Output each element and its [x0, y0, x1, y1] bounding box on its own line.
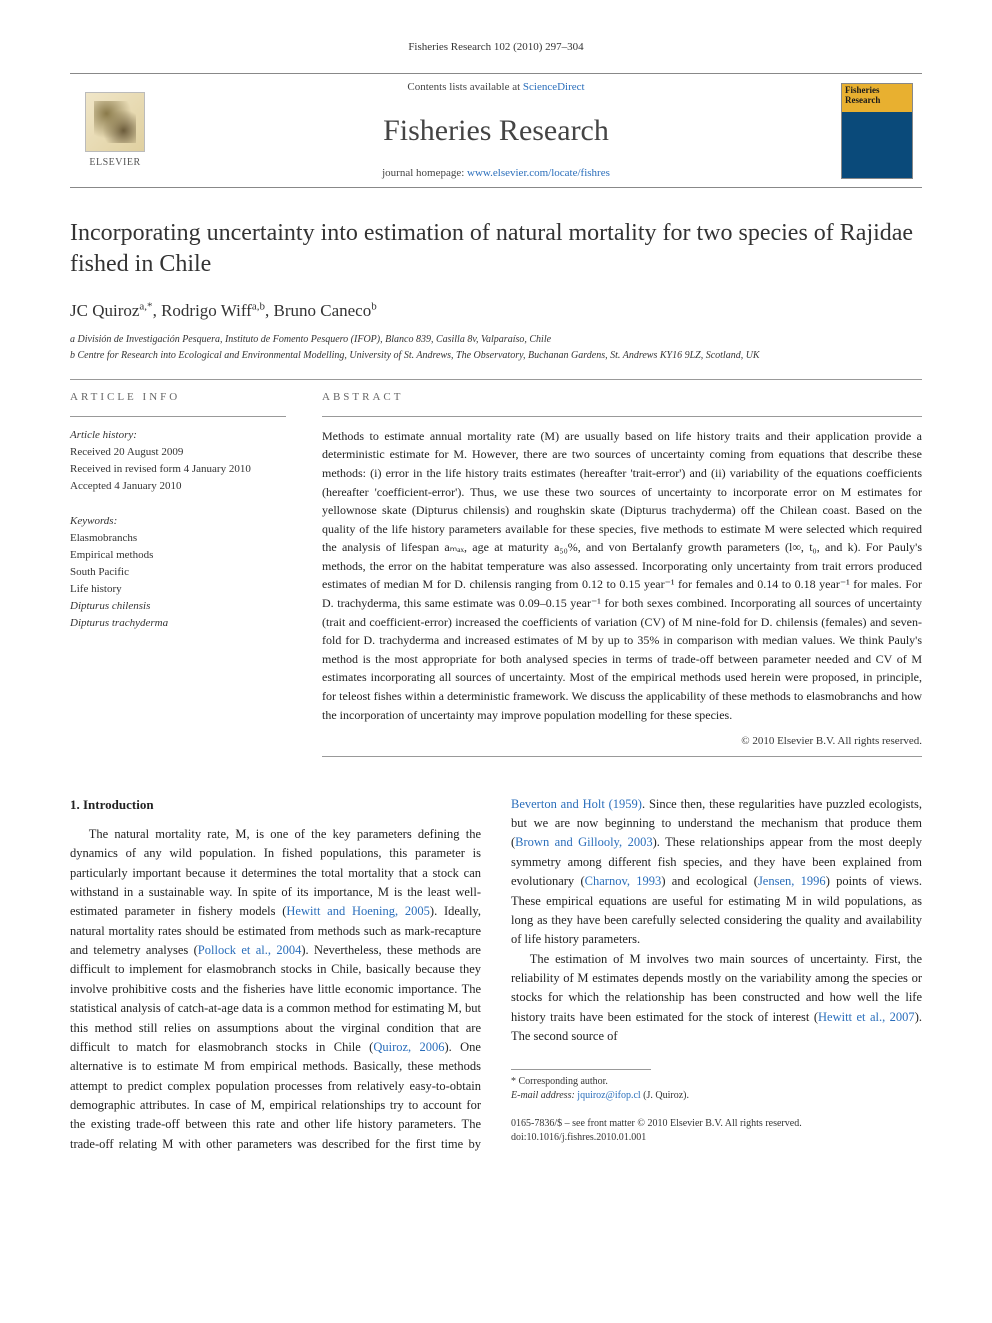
- rule-top: [70, 379, 922, 380]
- doi-line: doi:10.1016/j.fishres.2010.01.001: [511, 1131, 922, 1145]
- keyword: South Pacific: [70, 564, 286, 581]
- keywords-label: Keywords:: [70, 513, 286, 530]
- intro-heading: 1. Introduction: [70, 795, 481, 815]
- email-tail: (J. Quiroz).: [641, 1090, 689, 1101]
- affiliations: a División de Investigación Pesquera, In…: [70, 332, 922, 363]
- history-revised: Received in revised form 4 January 2010: [70, 461, 286, 478]
- history-label: Article history:: [70, 427, 286, 444]
- corresponding-author: * Corresponding author.: [511, 1075, 922, 1089]
- article-info-col: ARTICLE INFO Article history: Received 2…: [70, 390, 286, 766]
- cover-block: [832, 83, 922, 179]
- publisher-name: ELSEVIER: [89, 156, 140, 170]
- author-2: , Rodrigo Wiff: [153, 301, 252, 320]
- affil-a: a División de Investigación Pesquera, In…: [70, 332, 922, 347]
- cite-link[interactable]: Hewitt and Hoening, 2005: [286, 904, 430, 918]
- running-head: Fisheries Research 102 (2010) 297–304: [70, 40, 922, 55]
- keyword: Elasmobranchs: [70, 530, 286, 547]
- cite-link[interactable]: Charnov, 1993: [585, 874, 662, 888]
- article-info-head: ARTICLE INFO: [70, 390, 286, 405]
- history-block: Article history: Received 20 August 2009…: [70, 427, 286, 495]
- author-1-sup: a,*: [139, 300, 152, 312]
- keyword: Dipturus trachyderma: [70, 615, 286, 632]
- email-line: E-mail address: jquiroz@ifop.cl (J. Quir…: [511, 1089, 922, 1103]
- issn-line: 0165-7836/$ – see front matter © 2010 El…: [511, 1117, 922, 1131]
- rule-abs-bottom: [322, 756, 922, 757]
- sciencedirect-link[interactable]: ScienceDirect: [523, 81, 585, 93]
- author-1: JC Quiroz: [70, 301, 139, 320]
- t: ). Nevertheless, these methods are diffi…: [70, 943, 481, 1054]
- footnotes: * Corresponding author. E-mail address: …: [511, 1075, 922, 1103]
- email-link[interactable]: jquiroz@ifop.cl: [577, 1090, 640, 1101]
- keyword: Dipturus chilensis: [70, 598, 286, 615]
- abstract-text: Methods to estimate annual mortality rat…: [322, 427, 922, 725]
- author-line: JC Quiroza,*, Rodrigo Wiffa,b, Bruno Can…: [70, 299, 922, 323]
- email-label: E-mail address:: [511, 1090, 577, 1101]
- intro-para-2: The estimation of M involves two main so…: [511, 950, 922, 1047]
- journal-name: Fisheries Research: [160, 110, 832, 152]
- author-2-sup: a,b: [252, 300, 265, 312]
- masthead-center: Contents lists available at ScienceDirec…: [160, 80, 832, 181]
- cite-link[interactable]: Pollock et al., 2004: [198, 943, 302, 957]
- abstract-col: ABSTRACT Methods to estimate annual mort…: [322, 390, 922, 766]
- bottom-meta: 0165-7836/$ – see front matter © 2010 El…: [511, 1117, 922, 1145]
- cite-link[interactable]: Hewitt et al., 2007: [818, 1010, 915, 1024]
- contents-line: Contents lists available at ScienceDirec…: [160, 80, 832, 95]
- homepage-link[interactable]: www.elsevier.com/locate/fishres: [467, 167, 610, 179]
- page-container: Fisheries Research 102 (2010) 297–304 EL…: [0, 0, 992, 1194]
- cite-link[interactable]: Jensen, 1996: [758, 874, 826, 888]
- t: ). One alternative is to estimate M from…: [70, 1040, 481, 1151]
- history-received: Received 20 August 2009: [70, 444, 286, 461]
- meta-row: ARTICLE INFO Article history: Received 2…: [70, 390, 922, 766]
- cite-link[interactable]: Quiroz, 2006: [373, 1040, 444, 1054]
- cite-link[interactable]: Brown and Gillooly, 2003: [515, 835, 652, 849]
- footnote-rule: [511, 1069, 651, 1070]
- journal-cover-thumb-icon: [841, 83, 913, 179]
- author-3-sup: b: [371, 300, 377, 312]
- abstract-head: ABSTRACT: [322, 390, 922, 405]
- article-title: Incorporating uncertainty into estimatio…: [70, 218, 922, 280]
- keywords-block: Keywords: Elasmobranchs Empirical method…: [70, 513, 286, 632]
- author-3: , Bruno Caneco: [265, 301, 371, 320]
- masthead: ELSEVIER Contents lists available at Sci…: [70, 73, 922, 188]
- cite-link[interactable]: Beverton and Holt (1959): [511, 797, 642, 811]
- copyright-line: © 2010 Elsevier B.V. All rights reserved…: [322, 734, 922, 749]
- contents-prefix: Contents lists available at: [407, 81, 522, 93]
- body-columns: 1. Introduction The natural mortality ra…: [70, 795, 922, 1155]
- rule-ai: [70, 416, 286, 417]
- homepage-prefix: journal homepage:: [382, 167, 467, 179]
- t: ) and ecological (: [661, 874, 758, 888]
- homepage-line: journal homepage: www.elsevier.com/locat…: [160, 166, 832, 181]
- keyword: Life history: [70, 581, 286, 598]
- history-accepted: Accepted 4 January 2010: [70, 478, 286, 495]
- affil-b: b Centre for Research into Ecological an…: [70, 348, 922, 363]
- keyword: Empirical methods: [70, 547, 286, 564]
- publisher-block: ELSEVIER: [70, 92, 160, 170]
- elsevier-logo-icon: [85, 92, 145, 152]
- rule-abs: [322, 416, 922, 417]
